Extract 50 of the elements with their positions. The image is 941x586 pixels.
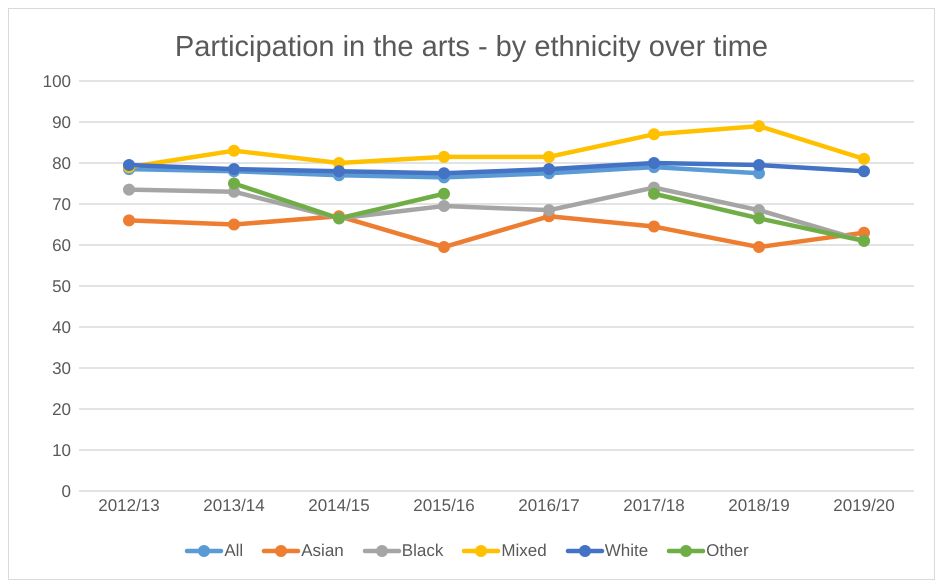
point — [333, 165, 345, 178]
x-tick-label: 2012/13 — [98, 496, 160, 516]
y-tick-label: 10 — [52, 441, 71, 460]
y-tick-label: 20 — [52, 400, 71, 420]
point — [753, 159, 765, 172]
point — [858, 165, 870, 178]
legend-label: Asian — [301, 541, 344, 561]
point — [753, 120, 765, 132]
point — [123, 184, 135, 196]
y-tick-label: 0 — [62, 482, 71, 502]
y-tick-label: 30 — [52, 359, 71, 378]
y-tick-label: 60 — [52, 236, 71, 256]
point — [438, 167, 450, 180]
point — [438, 150, 450, 163]
point — [543, 204, 555, 216]
x-tick-label: 2014/15 — [308, 496, 370, 516]
chart-title: Participation in the arts - by ethnicity over time — [174, 31, 770, 65]
point — [753, 241, 765, 254]
x-tick-label: 2015/16 — [413, 496, 475, 516]
y-tick-label: 80 — [52, 154, 71, 174]
x-tick-label: 2019/20 — [833, 496, 895, 516]
point — [648, 220, 660, 233]
point — [438, 200, 450, 212]
x-tick-label: 2017/18 — [623, 496, 685, 516]
point — [228, 218, 240, 230]
point — [438, 241, 450, 254]
legend-label: Mixed — [501, 541, 547, 561]
x-tick-label: 2016/17 — [518, 496, 580, 516]
legend-label: White — [604, 541, 648, 561]
point — [543, 150, 555, 163]
point — [543, 163, 555, 176]
y-tick-label: 90 — [52, 113, 71, 132]
legend-label: Other — [706, 541, 749, 561]
point — [648, 128, 660, 140]
point — [123, 214, 135, 226]
point — [228, 144, 240, 157]
point — [753, 212, 765, 224]
point — [438, 188, 450, 200]
x-tick-label: 2013/14 — [203, 496, 265, 516]
y-tick-label: 100 — [42, 72, 71, 92]
y-tick-label: 40 — [52, 318, 71, 338]
y-tick-label: 50 — [52, 277, 71, 296]
point — [648, 188, 660, 200]
point — [228, 178, 240, 190]
y-tick-label: 70 — [52, 195, 71, 214]
legend-label: All — [224, 541, 244, 561]
legend-label: Black — [402, 541, 444, 561]
point — [858, 152, 870, 165]
x-tick-label: 2018/19 — [728, 496, 790, 516]
point — [648, 157, 660, 169]
